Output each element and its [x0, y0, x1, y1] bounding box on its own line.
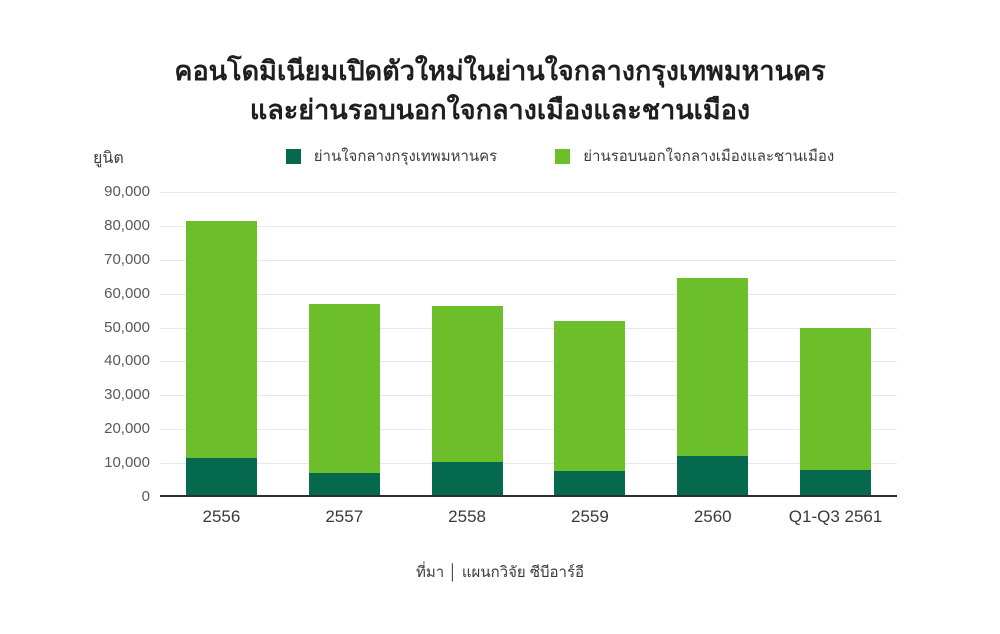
- bar-stack: [431, 305, 503, 497]
- bar-column-2559: [528, 192, 651, 497]
- gridline: [160, 260, 897, 261]
- chart-title: คอนโดมิเนียมเปิดตัวใหม่ในย่านใจกลางกรุงเ…: [0, 52, 1000, 130]
- chart-title-line1: คอนโดมิเนียมเปิดตัวใหม่ในย่านใจกลางกรุงเ…: [174, 56, 826, 86]
- bar-stack: [185, 220, 257, 497]
- bar-stack: [677, 278, 749, 497]
- legend-label: ย่านใจกลางกรุงเทพมหานคร: [313, 148, 498, 165]
- x-axis-tick-label: 2557: [325, 507, 364, 526]
- legend-label: ย่านรอบนอกใจกลางเมืองและชานเมือง: [583, 148, 835, 165]
- x-axis-tick-labels: 2556 2557 2558 2559 2560 Q1-Q3 2561: [160, 507, 897, 527]
- bar-segment-series1-2560: [677, 278, 749, 456]
- y-axis-tick-labels: 0 10,000 20,000 30,000 40,000 50,000 60,000 70,…: [0, 183, 150, 505]
- bar-column-Q1-Q3 2561: [774, 192, 897, 497]
- gridline: [160, 226, 897, 227]
- bar-segment-series1-2558: [431, 305, 503, 462]
- x-axis-line: [160, 495, 897, 497]
- bar-segment-series0-2559: [554, 470, 626, 497]
- chart-legend: ย่านใจกลางกรุงเทพมหานคร ย่านรอบนอกใจกลางเ…: [230, 144, 890, 168]
- legend-item-1: ย่านรอบนอกใจกลางเมืองและชานเมือง: [555, 144, 834, 168]
- bar-segment-series0-2558: [431, 461, 503, 497]
- plot-area: [160, 192, 897, 497]
- bar-segment-series1-2557: [308, 303, 380, 474]
- bar-segment-series0-Q1-Q3 2561: [800, 469, 872, 497]
- y-axis-tick-label: 80,000: [104, 217, 150, 234]
- gridline: [160, 328, 897, 329]
- legend-swatch-icon: [555, 148, 571, 164]
- chart-title-line2: และย่านรอบนอกใจกลางเมืองและชานเมือง: [249, 95, 751, 126]
- y-axis-tick-label: 10,000: [104, 454, 150, 471]
- bar-segment-series0-2560: [677, 455, 749, 497]
- bar-column-2556: [160, 192, 283, 497]
- gridline: [160, 294, 897, 295]
- gridline: [160, 361, 897, 362]
- y-axis-unit-label: ยูนิต: [93, 150, 124, 167]
- legend-swatch-icon: [285, 148, 301, 164]
- source-caption: ที่มา │ แผนกวิจัย ซีบีอาร์อี: [415, 564, 585, 581]
- bar-segment-series1-2559: [554, 320, 626, 471]
- x-axis-tick-label: 2560: [693, 507, 732, 526]
- bar-segment-series1-Q1-Q3 2561: [800, 327, 872, 470]
- y-axis-tick-label: 40,000: [104, 352, 150, 369]
- y-axis-tick-label: 20,000: [104, 420, 150, 437]
- gridline: [160, 192, 897, 193]
- gridline: [160, 395, 897, 396]
- bars-container: [160, 192, 897, 497]
- bar-segment-series0-2556: [185, 458, 257, 497]
- gridline: [160, 429, 897, 430]
- y-axis-tick-label: 0: [141, 488, 150, 505]
- y-axis-tick-label: 50,000: [104, 319, 150, 336]
- y-axis-tick-label: 90,000: [104, 183, 150, 200]
- gridline: [160, 463, 897, 464]
- bar-segment-series1-2556: [185, 220, 257, 459]
- legend-item-0: ย่านใจกลางกรุงเทพมหานคร: [285, 144, 498, 168]
- bar-stack: [554, 320, 626, 497]
- x-axis-tick-label: 2559: [570, 507, 609, 526]
- bar-column-2560: [651, 192, 774, 497]
- bar-stack: [800, 327, 872, 497]
- x-axis-tick-label: 2556: [202, 507, 241, 526]
- y-axis-tick-label: 70,000: [104, 251, 150, 268]
- bar-stack: [308, 303, 380, 497]
- x-axis-tick-label: Q1-Q3 2561: [788, 507, 883, 526]
- x-axis-tick-label: 2558: [448, 507, 486, 526]
- bar-segment-series0-2557: [308, 473, 380, 497]
- y-axis-tick-label: 60,000: [104, 285, 150, 302]
- bar-column-2558: [406, 192, 529, 497]
- y-axis-tick-label: 30,000: [104, 386, 150, 403]
- bar-column-2557: [283, 192, 406, 497]
